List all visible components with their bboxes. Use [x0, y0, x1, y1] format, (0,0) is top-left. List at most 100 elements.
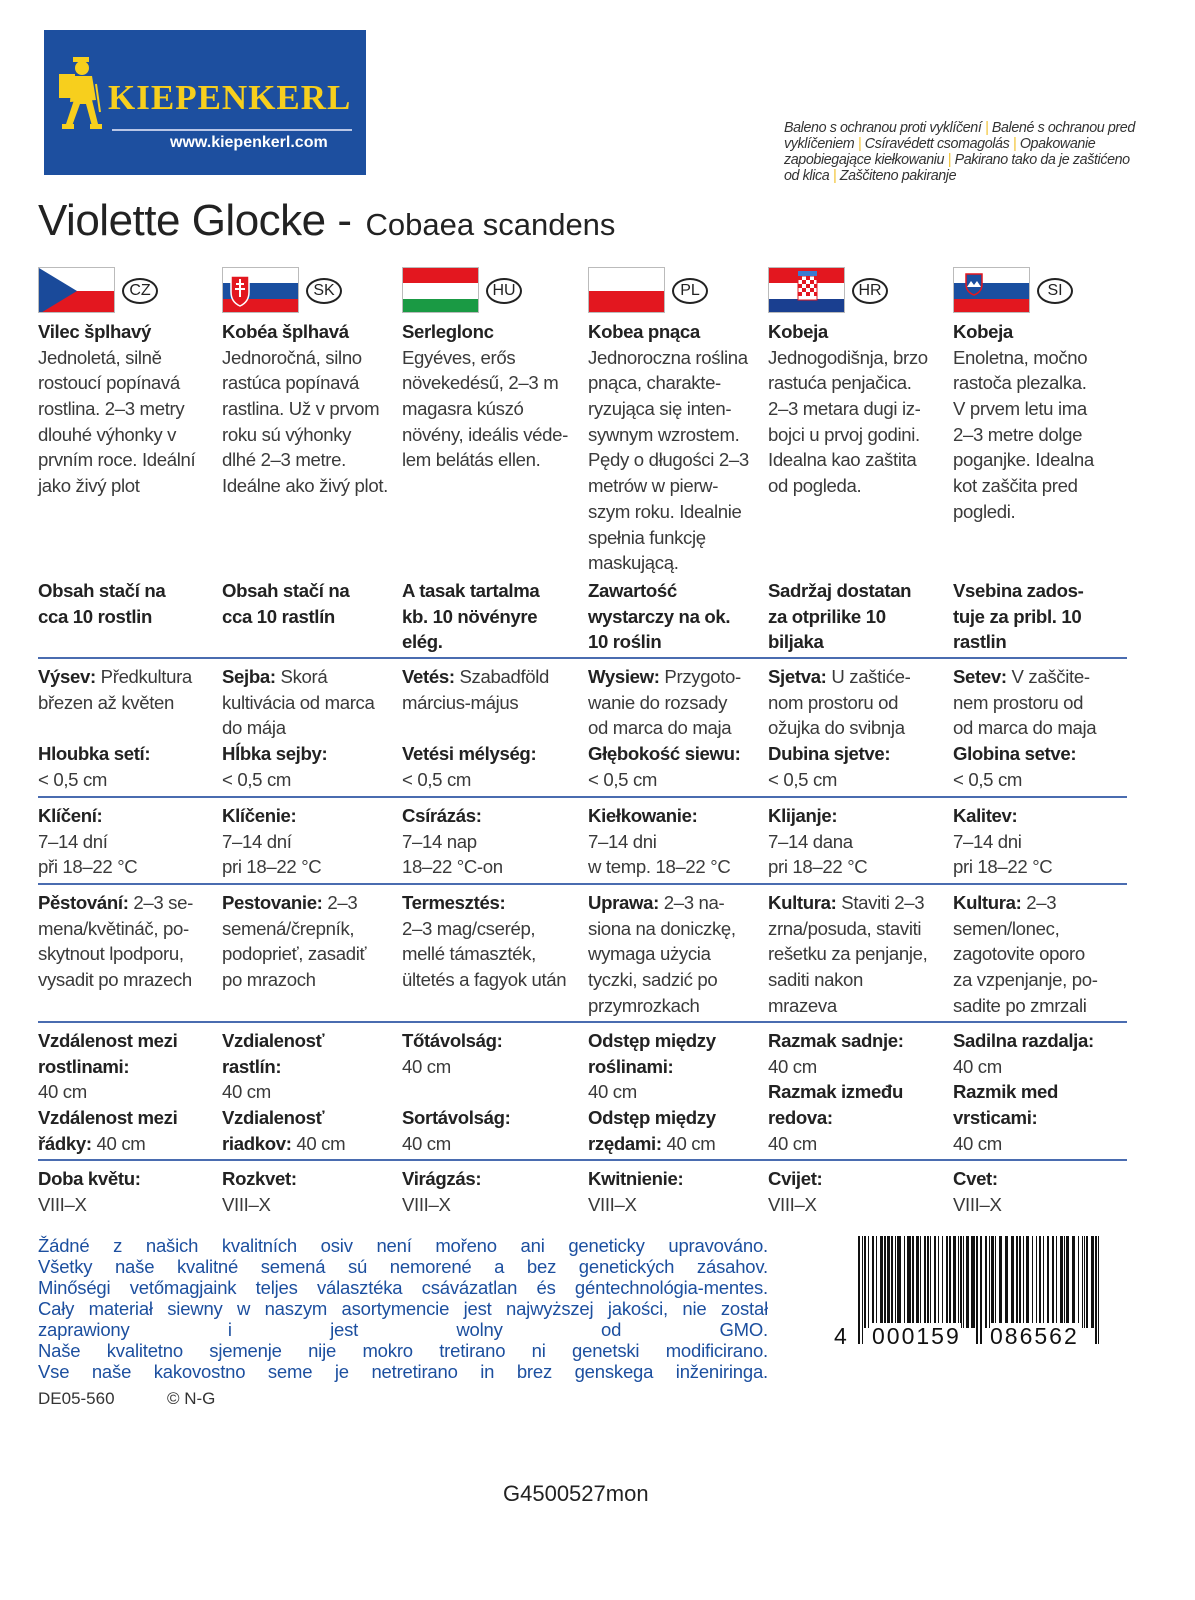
gmo-line: Naše kvalitetno sjemenje nije mokro tret…	[38, 1340, 768, 1361]
column-hr-bloom: Cvijet: VIII–X	[768, 1166, 823, 1217]
value-text: < 0,5 cm	[402, 768, 472, 790]
text-line: rastlín:	[222, 1054, 345, 1080]
label-text: tuje za pribl. 10	[953, 605, 1082, 627]
label-text: Virágzás:	[402, 1168, 482, 1189]
text-line: 18–22 °C-on	[402, 854, 503, 880]
text-line: poganjke. Idealna	[953, 447, 1094, 473]
gmo-line: Minőségi vetőmagjaink teljes választéka …	[38, 1277, 768, 1298]
text-line: saditi nakon	[768, 967, 927, 993]
value-text: pnąca, charakte-	[588, 372, 721, 394]
value-text: 40 cm	[768, 1055, 817, 1077]
text-line: roślinami:	[588, 1054, 716, 1080]
label-text: biljaka	[768, 631, 824, 653]
barcode-bar	[907, 1236, 911, 1328]
column-hu-content: A tasak tartalma kb. 10 növényre elég.	[402, 578, 540, 655]
text-line: Jednoročná, silno	[222, 345, 388, 371]
column-si-intro: Kobeja Enoletna, močno rastoča plezalka. V …	[953, 319, 1094, 525]
separator: |	[981, 120, 992, 136]
value-text: bojci u prvoj godini.	[768, 423, 920, 445]
value-text: wymaga użycia	[588, 943, 711, 965]
text-line: rostlinami:	[38, 1054, 177, 1080]
column-sk-content: Obsah stačí na cca 10 rastlín	[222, 578, 350, 630]
column-sk-spacing: Vzdialenosť rastlín: 40 cm Vzdialenosť riadk…	[222, 1028, 346, 1156]
text-line: < 0,5 cm	[953, 767, 1096, 793]
label-text: Rozkvet:	[222, 1168, 297, 1189]
column-si-bloom: Cvet: VIII–X	[953, 1166, 1002, 1217]
text-line	[402, 715, 549, 741]
text-line: rastlin	[953, 629, 1083, 655]
text-line: za vzpenjanje, po-	[953, 967, 1098, 993]
value-text: metrów w pierw-	[588, 475, 719, 497]
column-pl-spacing: Odstęp między roślinami: 40 cm Odstęp międz…	[588, 1028, 716, 1156]
text-line: od pogleda.	[768, 473, 928, 499]
text-line	[38, 715, 192, 741]
text-line: cca 10 rostlin	[38, 604, 165, 630]
text-line: Rozkvet:	[222, 1166, 297, 1192]
value-text: podoprieť, zasadiť	[222, 943, 367, 965]
barcode-bar	[1098, 1236, 1099, 1344]
label-text: Kobéa šplhavá	[222, 321, 349, 342]
label-text: Doba květu:	[38, 1168, 141, 1189]
text-line: cca 10 rastlín	[222, 604, 349, 630]
barcode-bar	[895, 1236, 896, 1328]
article-number: DE05-560	[38, 1389, 115, 1408]
barcode-bar	[1023, 1236, 1024, 1328]
text-line: vysadit po mrazech	[38, 967, 193, 993]
text-line: Klíčení:	[38, 803, 137, 829]
label-text: Kobeja	[768, 321, 828, 342]
value-text: poganjke. Idealna	[953, 449, 1094, 471]
text-line: < 0,5 cm	[38, 767, 192, 793]
label-text: Sortávolság:	[402, 1107, 511, 1129]
value-text: sywnym wzrostem.	[588, 423, 740, 445]
text-line: 40 cm	[953, 1054, 1094, 1080]
label-text: cca 10 rastlín	[222, 605, 335, 627]
label-text: riadkov:	[222, 1132, 292, 1154]
text-line: rešetku za penjanje,	[768, 941, 928, 967]
text-line: Hĺbka sejby:	[222, 741, 375, 767]
column-sk-bloom: Rozkvet: VIII–X	[222, 1166, 297, 1217]
text-line: 40 cm	[402, 1054, 510, 1080]
value-text: saditi nakon	[768, 969, 864, 991]
value-text: 7–14 dní	[222, 830, 292, 852]
text-line: semen/lonec,	[953, 916, 1098, 942]
text-line: rastoča plezalka.	[953, 370, 1094, 396]
text-line: od marca do maja	[953, 715, 1097, 741]
label-text: Kalitev:	[953, 805, 1018, 826]
label-text: Zawartość	[588, 580, 677, 601]
text-line: Klijanje:	[768, 803, 867, 829]
label-text: Vetés:	[402, 666, 455, 687]
label-text: Cvet:	[953, 1168, 998, 1189]
label-text: Pestovanie:	[222, 892, 323, 913]
value-text: pri 18–22 °C	[222, 856, 322, 878]
text-line: 40 cm	[768, 1131, 904, 1157]
label-text: wystarczy na ok.	[588, 605, 731, 627]
value-text: rastuća penjačica.	[768, 372, 912, 394]
column-hr-spacing: Razmak sadnje: 40 cm Razmak između redova: 4…	[768, 1028, 904, 1156]
text-line: kb. 10 növényre	[402, 604, 539, 630]
text-line: dlouhé výhonky v	[38, 422, 195, 448]
label-text: redova:	[768, 1107, 833, 1129]
value-text: dlouhé výhonky v	[38, 423, 177, 445]
value-text: 40 cm	[768, 1132, 817, 1154]
copyright: © N-G	[167, 1389, 216, 1408]
text-line: 40 cm	[222, 1079, 345, 1105]
text-line: Kalitev:	[953, 803, 1052, 829]
croatian-flag-icon	[768, 267, 845, 313]
text-line: Jednoletá, silně	[38, 345, 195, 371]
text-line: ültetés a fagyok után	[402, 967, 567, 993]
text-line: kot zaščita pred	[953, 473, 1094, 499]
value-text: Jednoletá, silně	[38, 346, 162, 368]
label-text: Vzdálenost mezi	[38, 1030, 178, 1051]
text-line: növény, ideális véde-	[402, 422, 568, 448]
value-text: 2–3 na-	[658, 892, 725, 913]
value-text: < 0,5 cm	[222, 768, 292, 790]
logo-divider	[112, 129, 352, 131]
text-line: březen až květen	[38, 690, 192, 716]
label-text: Kultura:	[768, 892, 837, 913]
column-sk-sowing: Sejba: Skorá kultivácia od marca do mája Hĺ…	[222, 664, 375, 792]
text-line: VIII–X	[38, 1192, 141, 1218]
barcode-digit: 4	[834, 1323, 849, 1350]
label-text: A tasak tartalma	[402, 580, 540, 601]
value-text: rastlina. Už v prvom	[222, 398, 380, 420]
value-text: nom prostoru od	[768, 691, 899, 713]
